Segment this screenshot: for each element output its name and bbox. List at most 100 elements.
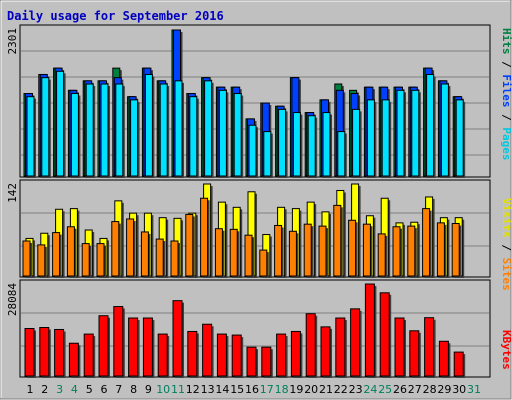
bar-pages: [248, 124, 257, 177]
bar-sites: [155, 238, 164, 277]
legend-bot: KBytes: [500, 330, 512, 370]
bar-pages: [322, 112, 331, 177]
day-label: 9: [145, 383, 152, 396]
bar-sites: [81, 243, 90, 277]
bar-kbytes: [409, 330, 420, 377]
bar-kbytes: [424, 317, 435, 377]
bar-kbytes: [39, 327, 50, 377]
bar-pages: [278, 108, 287, 177]
bar-kbytes: [453, 351, 464, 377]
bar-sites: [52, 232, 61, 277]
bar-kbytes: [142, 317, 153, 377]
bar-pages: [204, 80, 213, 177]
day-label: 13: [201, 383, 215, 396]
bar-sites: [436, 222, 445, 277]
bar-sites: [170, 240, 179, 277]
day-label: 22: [334, 383, 348, 396]
legend-sep: /: [500, 55, 512, 75]
bar-sites: [200, 197, 209, 277]
day-label: 11: [171, 383, 185, 396]
bar-sites: [126, 218, 135, 277]
bar-pages: [56, 70, 65, 177]
bar-kbytes: [231, 334, 242, 377]
day-label: 29: [437, 383, 451, 396]
bar-kbytes: [364, 283, 375, 377]
bar-kbytes: [305, 313, 316, 377]
bar-kbytes: [202, 323, 213, 377]
bar-sites: [407, 225, 416, 277]
bar-sites: [377, 233, 386, 277]
legend-visits: Visits: [500, 198, 512, 238]
bar-pages: [233, 93, 242, 177]
bar-sites: [318, 225, 327, 277]
bar-kbytes: [394, 317, 405, 377]
bar-pages: [381, 99, 390, 177]
bar-pages: [337, 131, 346, 177]
day-label: 7: [115, 383, 122, 396]
bar-pages: [174, 80, 183, 177]
day-label: 21: [319, 383, 333, 396]
bar-pages: [130, 99, 139, 177]
bar-kbytes: [246, 346, 257, 377]
bar-kbytes: [98, 315, 109, 377]
bar-sites: [244, 234, 253, 277]
bar-sites: [66, 226, 75, 277]
bar-pages: [396, 89, 405, 177]
day-label: 23: [349, 383, 363, 396]
day-label: 28: [423, 383, 437, 396]
legend-sites: Sites: [500, 258, 512, 291]
bar-kbytes: [24, 327, 35, 377]
day-label: 20: [304, 383, 318, 396]
bar-sites: [96, 243, 105, 277]
day-label: 12: [186, 383, 200, 396]
ymax-label-mid: 142: [6, 183, 19, 203]
legend-hits: Hits: [500, 28, 512, 55]
bar-pages: [189, 96, 198, 177]
bar-pages: [263, 131, 272, 177]
day-label: 4: [71, 383, 78, 396]
bar-pages: [26, 96, 35, 177]
day-label: 24: [363, 383, 377, 396]
bar-pages: [115, 83, 124, 177]
bar-pages: [440, 83, 449, 177]
day-label: 31: [467, 383, 481, 396]
day-labels: 1 2 3 4 5 6 7 8 9 10 11 12 13 14 15 16 17 18 19 20 21 22 23 24 2…: [27, 383, 482, 396]
bar-kbytes: [157, 333, 168, 377]
day-label: 16: [245, 383, 259, 396]
bars: [22, 29, 466, 378]
bar-sites: [111, 221, 120, 277]
bar-sites: [333, 204, 342, 277]
bar-kbytes: [128, 317, 139, 377]
day-label: 15: [230, 383, 244, 396]
day-label: 2: [41, 383, 48, 396]
day-label: 26: [393, 383, 407, 396]
bar-kbytes: [290, 330, 301, 377]
bar-pages: [70, 93, 79, 177]
day-label: 5: [86, 383, 93, 396]
bar-sites: [37, 244, 46, 277]
bar-kbytes: [172, 300, 183, 377]
day-label: 6: [101, 383, 108, 396]
bar-kbytes: [54, 328, 65, 377]
bar-sites: [422, 208, 431, 277]
legend-mid: Visits / Sites: [500, 198, 512, 291]
bar-pages: [218, 89, 227, 177]
day-label: 30: [452, 383, 466, 396]
bar-sites: [214, 228, 223, 277]
legend-files: Files: [500, 74, 512, 107]
bar-kbytes: [68, 342, 79, 377]
legend-kbytes: KBytes: [500, 330, 512, 370]
bar-pages: [366, 99, 375, 177]
day-label: 17: [260, 383, 274, 396]
bar-sites: [362, 223, 371, 277]
legend-top: Hits / Files / Pages: [500, 28, 512, 161]
bar-pages: [426, 73, 435, 177]
day-label: 18: [275, 383, 289, 396]
legend-sep: /: [500, 238, 512, 258]
bar-pages: [455, 99, 464, 177]
day-label: 10: [156, 383, 170, 396]
bar-kbytes: [276, 333, 287, 377]
bar-sites: [259, 249, 268, 277]
day-label: 19: [289, 383, 303, 396]
